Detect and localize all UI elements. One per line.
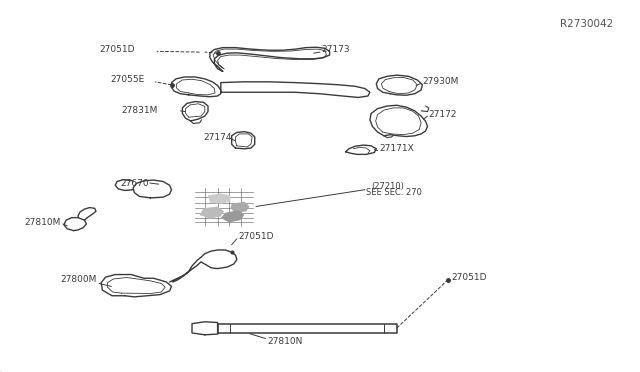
Text: 27174: 27174 xyxy=(204,133,232,142)
Polygon shape xyxy=(230,202,250,213)
Text: 27810N: 27810N xyxy=(268,337,303,346)
Polygon shape xyxy=(221,210,244,222)
Text: 27810M: 27810M xyxy=(24,218,61,227)
Text: 27051D: 27051D xyxy=(99,45,134,54)
Text: (27210): (27210) xyxy=(371,182,404,191)
Text: 27173: 27173 xyxy=(321,45,350,54)
Text: 27055E: 27055E xyxy=(110,76,145,84)
Text: 27800M: 27800M xyxy=(61,275,97,283)
Text: 27831M: 27831M xyxy=(122,106,158,115)
Text: 27171X: 27171X xyxy=(379,144,413,153)
Polygon shape xyxy=(200,206,224,219)
Text: 27172: 27172 xyxy=(429,110,458,119)
Text: SEE SEC. 270: SEE SEC. 270 xyxy=(366,188,422,197)
Text: 27051D: 27051D xyxy=(452,273,487,282)
Text: 27930M: 27930M xyxy=(422,77,459,86)
Text: 27670: 27670 xyxy=(120,179,149,187)
Text: 27051D: 27051D xyxy=(238,232,273,241)
Text: R2730042: R2730042 xyxy=(560,19,613,29)
Polygon shape xyxy=(208,193,230,204)
